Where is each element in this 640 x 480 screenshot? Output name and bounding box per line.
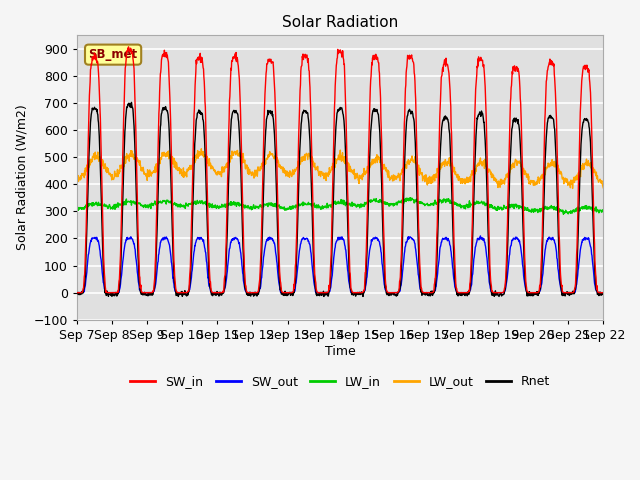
Title: Solar Radiation: Solar Radiation xyxy=(282,15,398,30)
X-axis label: Time: Time xyxy=(324,345,355,358)
Text: SB_met: SB_met xyxy=(88,48,138,61)
Y-axis label: Solar Radiation (W/m2): Solar Radiation (W/m2) xyxy=(15,105,28,251)
Legend: SW_in, SW_out, LW_in, LW_out, Rnet: SW_in, SW_out, LW_in, LW_out, Rnet xyxy=(125,370,555,393)
